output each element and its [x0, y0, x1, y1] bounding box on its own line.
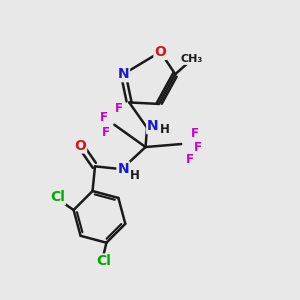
Text: N: N [117, 67, 129, 81]
Text: F: F [194, 140, 202, 154]
Text: F: F [186, 153, 194, 166]
Text: F: F [115, 102, 123, 115]
Text: F: F [101, 126, 110, 139]
Text: Cl: Cl [96, 254, 111, 268]
Text: F: F [100, 111, 108, 124]
Text: H: H [160, 123, 170, 136]
Text: O: O [74, 139, 86, 152]
Text: N: N [117, 162, 129, 176]
Text: H: H [130, 169, 140, 182]
Text: CH₃: CH₃ [181, 54, 203, 64]
Text: Cl: Cl [50, 190, 65, 205]
Text: N: N [147, 119, 159, 133]
Text: O: O [154, 45, 166, 59]
Text: F: F [190, 127, 199, 140]
